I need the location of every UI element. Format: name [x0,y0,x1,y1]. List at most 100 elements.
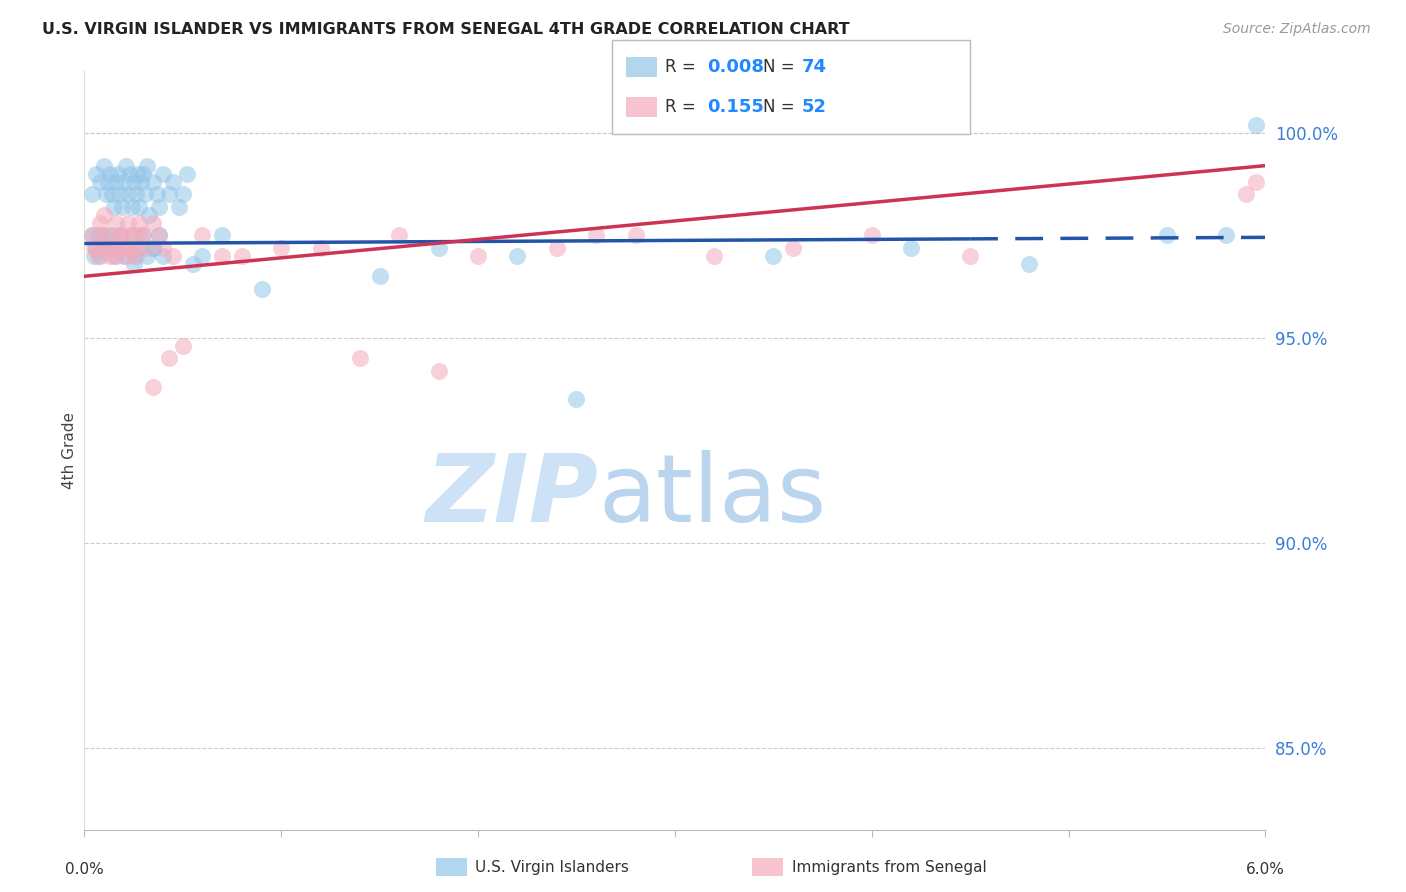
Point [152,241,174,255]
Point [148,200,170,214]
Point [1244,175,1267,189]
Point [103,241,125,255]
Point [118,241,141,255]
Point [118,167,141,181]
Text: 0.0%: 0.0% [65,863,104,878]
Point [107,167,129,181]
Point [83,249,105,263]
Text: R =: R = [665,58,702,76]
Point [152,249,174,263]
Point [762,249,785,263]
Point [1215,228,1237,243]
Point [148,228,170,243]
Point [1234,187,1257,202]
Point [211,249,233,263]
Point [91,228,114,243]
Point [117,216,139,230]
Point [349,351,371,366]
Text: Source: ZipAtlas.com: Source: ZipAtlas.com [1223,22,1371,37]
Point [124,187,146,202]
Point [94,187,117,202]
Point [128,216,150,230]
Point [152,167,174,181]
Point [84,241,107,255]
Point [82,228,104,243]
Point [132,167,155,181]
Text: 0.008: 0.008 [707,58,765,76]
Point [121,200,143,214]
Point [136,241,159,255]
Point [122,257,145,271]
Point [467,249,489,263]
Point [103,249,125,263]
Point [107,241,129,255]
Text: ZIP: ZIP [425,450,598,542]
Text: 52: 52 [801,98,827,116]
Point [191,249,214,263]
Point [506,249,529,263]
Text: R =: R = [665,98,706,116]
Point [84,167,107,181]
Point [122,249,145,263]
Point [104,175,127,189]
Point [112,249,135,263]
Text: 74: 74 [801,58,827,76]
Point [136,159,159,173]
Point [91,241,114,255]
Point [162,175,184,189]
Point [270,241,292,255]
Point [101,228,124,243]
Point [782,241,804,255]
Point [83,241,105,255]
Point [167,200,190,214]
Point [176,167,198,181]
Text: atlas: atlas [598,450,827,542]
Point [111,228,134,243]
Point [142,216,165,230]
Point [142,380,165,394]
Point [585,228,607,243]
Point [127,167,149,181]
Point [87,228,110,243]
Point [309,241,332,255]
Point [124,241,146,255]
Point [138,208,160,222]
Point [87,249,110,263]
Point [146,187,169,202]
Point [157,187,180,202]
Point [157,351,180,366]
Point [98,249,121,263]
Point [231,249,253,263]
Point [427,363,450,377]
Point [211,228,233,243]
Text: U.S. Virgin Islanders: U.S. Virgin Islanders [475,860,628,874]
Point [82,187,104,202]
Point [114,249,136,263]
Point [94,241,117,255]
Point [546,241,568,255]
Point [97,228,120,243]
Point [122,175,145,189]
Point [162,249,184,263]
Point [97,175,120,189]
Point [117,187,139,202]
Point [89,175,111,189]
Text: 0.155: 0.155 [707,98,763,116]
Point [142,241,165,255]
Point [101,187,124,202]
Y-axis label: 4th Grade: 4th Grade [62,412,77,489]
Point [148,228,170,243]
Point [112,241,135,255]
Point [131,175,153,189]
Point [900,241,922,255]
Point [142,175,165,189]
Point [860,228,883,243]
Point [93,159,115,173]
Point [427,241,450,255]
Point [1244,118,1267,132]
Point [142,241,165,255]
Point [108,187,131,202]
Point [103,200,125,214]
Point [172,339,194,353]
Point [181,257,204,271]
